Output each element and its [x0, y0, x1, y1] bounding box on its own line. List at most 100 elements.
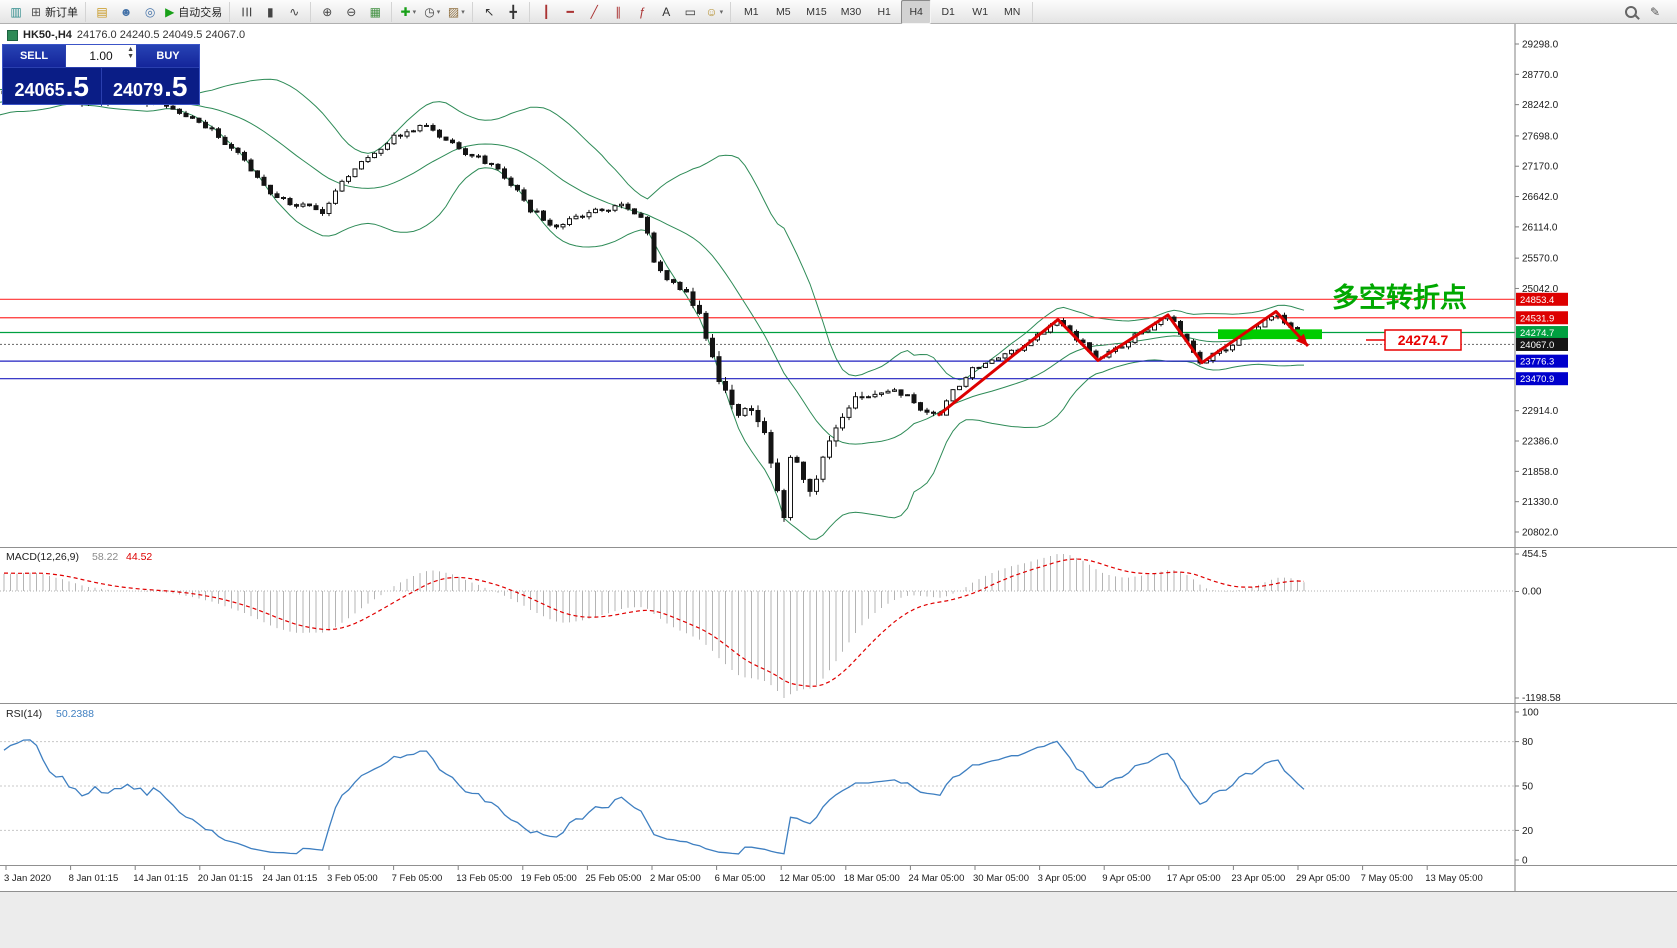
timeframe-m15[interactable]: M15	[806, 5, 827, 18]
sell-price[interactable]: 24065.5	[3, 68, 102, 106]
shapes-button-dropdown[interactable]: ▾	[719, 8, 724, 16]
cursor-icon[interactable]: ↖	[478, 2, 500, 22]
time-axis[interactable]: 3 Jan 2020 8 Jan 01:15 14 Jan 01:15 20 Jan …	[4, 866, 1483, 884]
svg-text:6 Mar 05:00: 6 Mar 05:00	[715, 873, 766, 884]
label-icon[interactable]: ▭	[679, 2, 701, 22]
ohlc-values: 24176.0 24240.5 24049.5 24067.0	[76, 29, 246, 41]
timeframe-w1[interactable]: W1	[972, 5, 989, 18]
timeframe-m30[interactable]: M30	[840, 5, 862, 18]
price-badge-resistance-2: 24531.9	[1516, 311, 1568, 325]
zoom-in-icon[interactable]: ⊕	[316, 2, 338, 22]
autotrade-button[interactable]: ▶ 自动交易	[163, 2, 224, 22]
market-book-icon[interactable]: ▤	[91, 2, 113, 22]
fibonacci-icon: ƒ	[638, 4, 646, 19]
price-axis[interactable]: 29298.0 28770.0 28242.0 27698.0 27170.0 26642…	[1515, 40, 1568, 539]
toolbar-group: ▤ ☻ ◎ ▶ 自动交易	[86, 1, 231, 22]
macd-axis-label: 454.5	[1522, 549, 1547, 560]
timeframe-h1[interactable]: H1	[877, 5, 891, 18]
new-order-button[interactable]: ⊞ 新订单	[29, 2, 80, 22]
trendline-icon: ╱	[590, 4, 598, 19]
svg-text:3 Feb 05:00: 3 Feb 05:00	[327, 873, 378, 884]
rsi-axis-label: 20	[1522, 826, 1534, 837]
symbol-chart-icon	[7, 29, 18, 41]
terminal-icon[interactable]: ▥	[5, 2, 27, 22]
community-icon[interactable]: ◎	[139, 2, 161, 22]
volume-down-button[interactable]: ▼	[127, 53, 134, 60]
support-zone[interactable]	[1218, 329, 1322, 340]
timeframe-mn[interactable]: MN	[1004, 5, 1021, 18]
shapes-button[interactable]: ☺ ▾	[703, 2, 725, 22]
rsi-value: 50.2388	[56, 708, 94, 720]
svg-text:29298.0: 29298.0	[1522, 40, 1559, 51]
sell-button[interactable]: SELL	[3, 45, 65, 67]
svg-text:9 Apr 05:00: 9 Apr 05:00	[1102, 873, 1151, 884]
periods-button[interactable]: ◷ ▾	[421, 2, 443, 22]
volume-up-button[interactable]: ▲	[127, 46, 134, 53]
one-click-trading-panel: SELL 1.00 ▲ ▼ BUY 24065.5 24079.5	[2, 44, 200, 106]
shapes-icon: ☺	[705, 4, 718, 19]
indicators-button-dropdown[interactable]: ▾	[412, 8, 417, 16]
toolbar: ▥ ⊞ 新订单 ▤ ☻ ◎ ▶ 自动交易 ☰ ▮ ∿ ⊕ ⊖ ▦ ✚ ▾ ◷ ▾ ▨ ▾ ↖ ╋ ┃ ━ ╱ ∥ ƒ A ▭ ☺ ▾ M1 M5…	[0, 0, 1677, 24]
search-icon	[1625, 5, 1637, 18]
zoom-out-icon[interactable]: ⊖	[340, 2, 362, 22]
rsi-label: RSI(14)	[6, 708, 42, 720]
crosshair-icon[interactable]: ╋	[502, 2, 524, 22]
search-button[interactable]	[1620, 2, 1642, 22]
svg-text:23776.3: 23776.3	[1520, 357, 1554, 368]
svg-text:7 Feb 05:00: 7 Feb 05:00	[392, 873, 443, 884]
volume-input[interactable]: 1.00 ▲ ▼	[65, 45, 137, 67]
svg-text:22386.0: 22386.0	[1522, 437, 1559, 448]
svg-text:27170.0: 27170.0	[1522, 162, 1559, 173]
indicators-button[interactable]: ✚ ▾	[397, 2, 419, 22]
channel-icon[interactable]: ∥	[607, 2, 629, 22]
timeframe-m5[interactable]: M5	[776, 5, 791, 18]
svg-text:24 Jan 01:15: 24 Jan 01:15	[262, 873, 317, 884]
svg-text:29 Apr 05:00: 29 Apr 05:00	[1296, 873, 1350, 884]
fibonacci-icon[interactable]: ƒ	[631, 2, 653, 22]
horizontal-line-icon[interactable]: ━	[559, 2, 581, 22]
svg-text:14 Jan 01:15: 14 Jan 01:15	[133, 873, 188, 884]
tile-windows-icon[interactable]: ▦	[364, 2, 386, 22]
buy-price[interactable]: 24079.5	[102, 68, 200, 106]
svg-text:18 Mar 05:00: 18 Mar 05:00	[844, 873, 900, 884]
chart-title: HK50-,H4 24176.0 24240.5 24049.5 24067.0	[7, 29, 245, 41]
sell-price-frac: .5	[65, 71, 89, 102]
price-tag[interactable]: 24274.7	[1366, 329, 1462, 351]
svg-text:2 Mar 05:00: 2 Mar 05:00	[650, 873, 701, 884]
templates-button[interactable]: ▨ ▾	[445, 2, 467, 22]
turning-point-label[interactable]: 多空转折点	[1332, 282, 1467, 313]
candlestick-chart-icon[interactable]: ▮	[259, 2, 281, 22]
one-click-prices: 24065.5 24079.5	[3, 68, 199, 106]
svg-text:25 Feb 05:00: 25 Feb 05:00	[585, 873, 641, 884]
sell-price-int: 24065	[14, 80, 65, 100]
bar-chart-icon[interactable]: ☰	[235, 2, 257, 22]
svg-text:3 Jan 2020: 3 Jan 2020	[4, 873, 51, 884]
vertical-line-icon[interactable]: ┃	[535, 2, 557, 22]
line-chart-icon[interactable]: ∿	[283, 2, 305, 22]
text-icon[interactable]: A	[655, 2, 677, 22]
zoom-out-icon: ⊖	[346, 4, 357, 19]
buy-button[interactable]: BUY	[137, 45, 199, 67]
svg-text:19 Feb 05:00: 19 Feb 05:00	[521, 873, 577, 884]
svg-text:21858.0: 21858.0	[1522, 467, 1559, 478]
svg-text:24853.4: 24853.4	[1520, 295, 1554, 306]
trend-zigzag[interactable]	[937, 310, 1310, 417]
trendline-icon[interactable]: ╱	[583, 2, 605, 22]
periods-icon: ◷	[424, 4, 435, 19]
timeframe-d1[interactable]: D1	[941, 5, 955, 18]
svg-text:24531.9: 24531.9	[1520, 313, 1554, 324]
bottom-filler	[0, 892, 1677, 948]
templates-button-dropdown[interactable]: ▾	[461, 8, 465, 16]
autotrade-icon: ▶	[165, 4, 175, 19]
timeframe-m1[interactable]: M1	[744, 5, 759, 18]
periods-button-dropdown[interactable]: ▾	[436, 8, 441, 16]
quick-edit-icon[interactable]: ✎	[1644, 2, 1666, 22]
contacts-icon[interactable]: ☻	[115, 2, 137, 22]
channel-icon: ∥	[615, 4, 622, 19]
timeframe-h4[interactable]: H4	[901, 0, 932, 24]
volume-value[interactable]: 1.00	[89, 49, 113, 63]
buy-price-frac: .5	[164, 71, 188, 102]
toolbar-group: ☰ ▮ ∿	[230, 1, 312, 22]
